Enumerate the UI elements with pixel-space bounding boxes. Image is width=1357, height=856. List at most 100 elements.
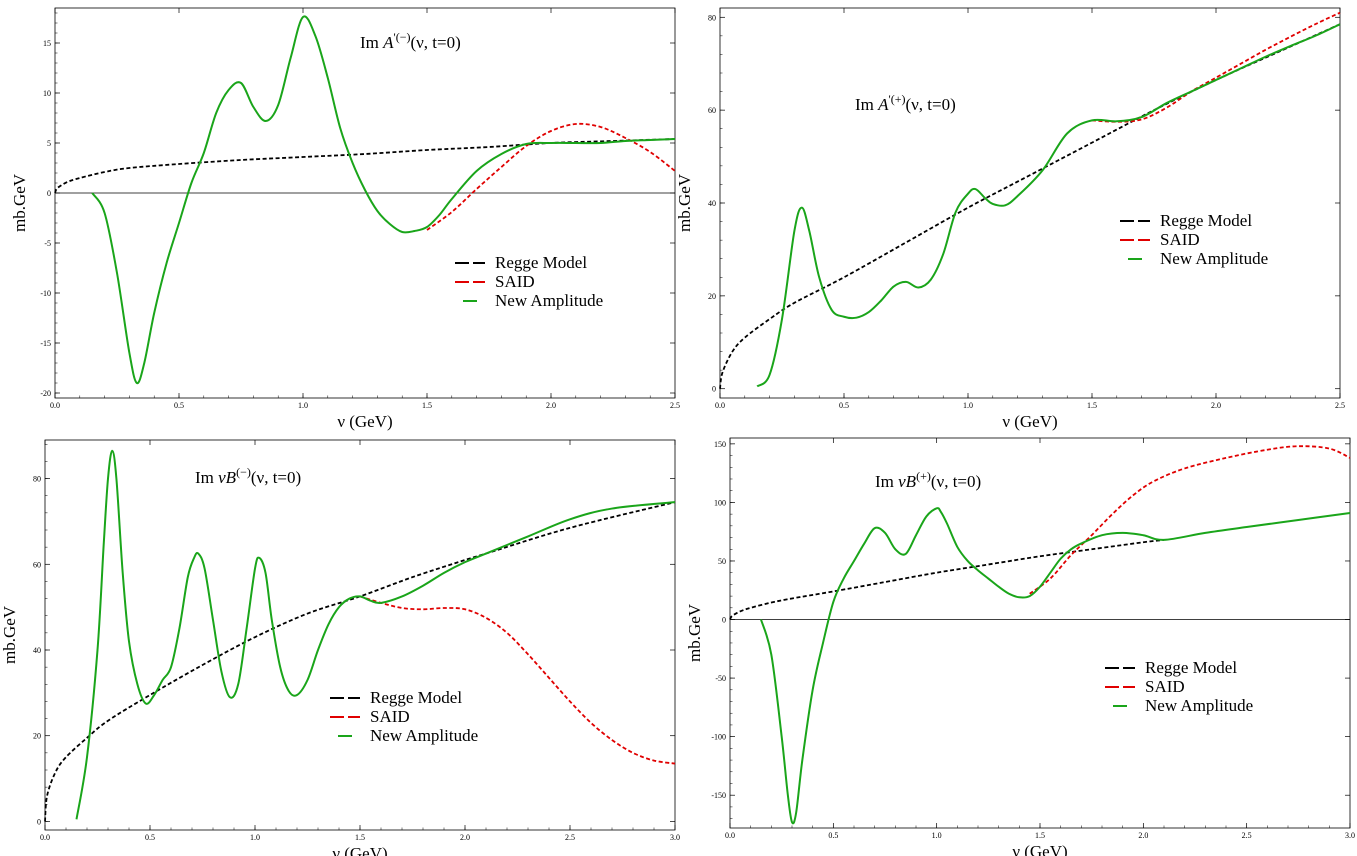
annotation-symbol: A <box>382 33 394 52</box>
legend-label-new: New Amplitude <box>495 291 603 310</box>
x-axis-title: ν (GeV) <box>1002 412 1057 431</box>
x-tick-label: 3.0 <box>670 833 680 842</box>
legend-label-new: New Amplitude <box>370 726 478 745</box>
plot-frame <box>44 439 676 831</box>
chart-panel-b-minus: 0.0 0.5 1.0 1.5 2.0 2.5 3.0 0 20 40 60 80 ν (GeV) mb.… <box>0 430 680 856</box>
y-tick-label: 20 <box>708 292 716 301</box>
y-tick-label: -5 <box>44 239 51 248</box>
annotation-args: (ν, t=0) <box>905 95 955 114</box>
annotation-args: (ν, t=0) <box>931 472 981 491</box>
x-tick-label: 0.0 <box>40 833 50 842</box>
y-axis-title: mb.GeV <box>685 603 704 662</box>
x-tick-label: 0.5 <box>839 401 849 410</box>
annotation-symbol: νB <box>218 468 237 487</box>
y-tick-label: 20 <box>33 732 41 741</box>
annotation-base: Im <box>360 33 383 52</box>
y-tick-label: -150 <box>711 791 726 800</box>
legend-label-new: New Amplitude <box>1160 249 1268 268</box>
y-tick-label: 60 <box>708 106 716 115</box>
annotation-base: Im <box>195 468 218 487</box>
legend-label-regge: Regge Model <box>370 688 462 707</box>
x-axis-title: ν (GeV) <box>1012 842 1067 856</box>
annotation-base: Im <box>855 95 878 114</box>
y-tick-label: -10 <box>40 289 51 298</box>
y-tick-label: 80 <box>708 13 716 22</box>
x-tick-label: 0.5 <box>828 831 838 840</box>
x-tick-label: 1.0 <box>250 833 260 842</box>
y-tick-label: 40 <box>33 646 41 655</box>
chart-annotation: Im νB(−)(ν, t=0) <box>195 465 301 487</box>
y-tick-label: -50 <box>715 674 726 683</box>
annotation-args: (ν, t=0) <box>251 468 301 487</box>
x-tick-label: 1.0 <box>932 831 942 840</box>
x-tick-label: 2.0 <box>1138 831 1148 840</box>
annotation-sup: '(+) <box>889 92 906 106</box>
chart-panel-a-minus: 0.0 0.5 1.0 1.5 2.0 2.5 -20 -15 -10 -5 0 5 10 15 ν (Ge… <box>0 0 680 431</box>
y-tick-label: 50 <box>718 557 726 566</box>
x-tick-label: 1.5 <box>422 401 432 410</box>
y-tick-label: 100 <box>714 498 726 507</box>
series-line-said <box>1091 11 1341 123</box>
x-tick-label: 1.5 <box>1087 401 1097 410</box>
x-tick-label: 1.0 <box>963 401 973 410</box>
y-tick-label: 0 <box>47 189 51 198</box>
series-line-new <box>75 449 676 820</box>
chart-svg: 0.0 0.5 1.0 1.5 2.0 2.5 3.0 -150 -100 -50 0 50 100 15… <box>685 437 1355 856</box>
chart-annotation: Im νB(+)(ν, t=0) <box>875 469 981 491</box>
series-line-regge <box>729 538 1165 620</box>
y-tick-label: 150 <box>714 440 726 449</box>
y-tick-label: -20 <box>40 389 51 398</box>
x-tick-label: 2.0 <box>1211 401 1221 410</box>
legend-label-new: New Amplitude <box>1145 696 1253 715</box>
y-tick-label: 0 <box>722 616 726 625</box>
y-tick-label: 5 <box>47 139 51 148</box>
y-tick-label: 60 <box>33 560 41 569</box>
annotation-symbol: νB <box>898 472 917 491</box>
x-tick-label: 1.5 <box>355 833 365 842</box>
series-line-regge <box>54 138 676 194</box>
y-axis-title: mb.GeV <box>675 173 694 232</box>
y-tick-label: -100 <box>711 733 726 742</box>
series-line-said <box>426 122 676 231</box>
plot-frame <box>729 437 1351 829</box>
annotation-sup: (−) <box>236 465 251 479</box>
annotation-symbol: A <box>877 95 889 114</box>
legend-label-regge: Regge Model <box>495 253 587 272</box>
x-tick-label: 1.5 <box>1035 831 1045 840</box>
x-tick-label: 2.5 <box>565 833 575 842</box>
x-tick-label: 2.5 <box>670 401 680 410</box>
y-tick-label: 0 <box>712 385 716 394</box>
y-axis-title: mb.GeV <box>10 173 29 232</box>
chart-svg: 0.0 0.5 1.0 1.5 2.0 2.5 0 20 40 60 80 ν (GeV) mb.GeV… <box>675 7 1345 431</box>
chart-panel-b-plus: 0.0 0.5 1.0 1.5 2.0 2.5 3.0 -150 -100 -50 0 50 100 15… <box>680 430 1357 856</box>
y-tick-label: -15 <box>40 339 51 348</box>
annotation-sup: '(−) <box>394 30 411 44</box>
x-axis-title: ν (GeV) <box>332 844 387 856</box>
legend-label-said: SAID <box>370 707 410 726</box>
y-axis-title: mb.GeV <box>0 605 19 664</box>
chart-svg: 0.0 0.5 1.0 1.5 2.0 2.5 -20 -15 -10 -5 0 5 10 15 ν (Ge… <box>10 7 680 431</box>
annotation-sup: (+) <box>916 469 931 483</box>
y-tick-label: 40 <box>708 199 716 208</box>
x-tick-label: 2.5 <box>1335 401 1345 410</box>
chart-panel-a-plus: 0.0 0.5 1.0 1.5 2.0 2.5 0 20 40 60 80 ν (GeV) mb.GeV… <box>675 0 1357 431</box>
series-line-regge <box>44 501 676 822</box>
x-tick-label: 2.0 <box>546 401 556 410</box>
annotation-base: Im <box>875 472 898 491</box>
series-line-new <box>756 23 1341 388</box>
x-tick-label: 2.5 <box>1242 831 1252 840</box>
legend-label-said: SAID <box>1145 677 1185 696</box>
x-tick-label: 3.0 <box>1345 831 1355 840</box>
x-tick-label: 0.0 <box>715 401 725 410</box>
legend-label-said: SAID <box>495 272 535 291</box>
y-tick-label: 15 <box>43 39 51 48</box>
legend-label-said: SAID <box>1160 230 1200 249</box>
series-line-new <box>91 15 676 385</box>
x-tick-label: 0.0 <box>50 401 60 410</box>
annotation-args: (ν, t=0) <box>410 33 460 52</box>
legend-label-regge: Regge Model <box>1160 211 1252 230</box>
x-tick-label: 0.0 <box>725 831 735 840</box>
series-line-said <box>359 595 676 765</box>
x-tick-label: 1.0 <box>298 401 308 410</box>
chart-annotation: Im A'(+)(ν, t=0) <box>855 92 956 114</box>
